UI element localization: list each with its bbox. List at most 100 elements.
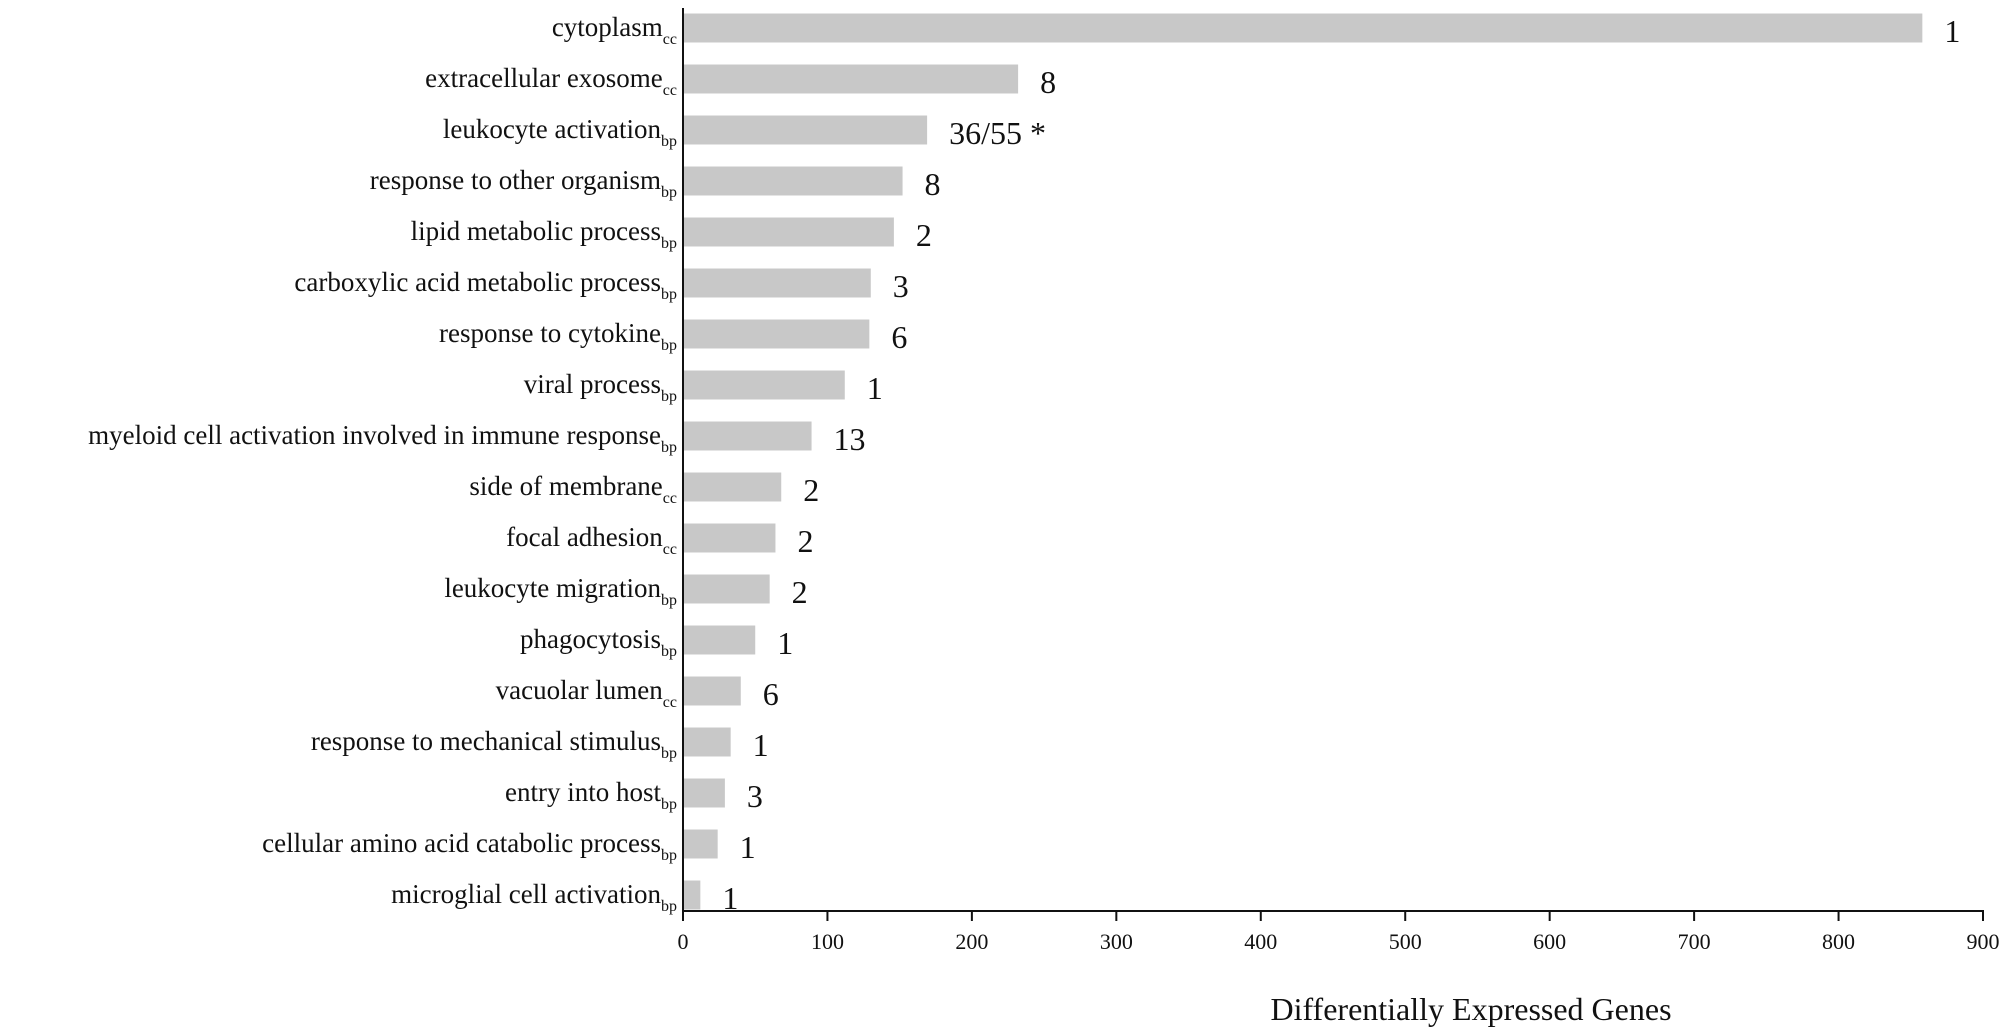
bar-12 [683, 625, 756, 655]
category-label: extracellular exosomecc [425, 63, 677, 99]
bar-15 [683, 778, 725, 808]
category-name: carboxylic acid metabolic process [294, 267, 661, 297]
category-name: lipid metabolic process [411, 216, 661, 246]
data-label-0: 1 [1944, 13, 1960, 49]
category-name: side of membrane [469, 471, 662, 501]
category-label: carboxylic acid metabolic processbp [294, 267, 677, 303]
category-label: entry into hostbp [505, 777, 677, 813]
category-subscript: bp [661, 745, 677, 762]
data-label-3: 8 [925, 166, 941, 202]
x-axis-title: Differentially Expressed Genes [1270, 991, 1671, 1027]
category-subscript: cc [663, 541, 677, 558]
category-subscript: bp [661, 643, 677, 660]
category-name: focal adhesion [506, 522, 663, 552]
category-label: cytoplasmcc [552, 12, 677, 48]
data-label-16: 1 [740, 829, 756, 865]
category-subscript: cc [663, 490, 677, 507]
category-name: viral process [524, 369, 661, 399]
bar-2 [683, 115, 928, 145]
data-label-6: 6 [891, 319, 907, 355]
data-label-7: 1 [867, 370, 883, 406]
category-subscript: cc [663, 82, 677, 99]
category-subscript: cc [663, 694, 677, 711]
category-name: entry into host [505, 777, 661, 807]
category-label: response to other organismbp [370, 165, 677, 201]
data-label-13: 6 [763, 676, 779, 712]
x-tick-label: 900 [1967, 929, 2000, 954]
category-subscript: bp [661, 388, 677, 405]
data-label-15: 3 [747, 778, 763, 814]
category-name: response to mechanical stimulus [311, 726, 661, 756]
category-subscript: bp [661, 439, 677, 456]
data-label-8: 13 [834, 421, 866, 457]
category-subscript: bp [661, 898, 677, 915]
category-name: cytoplasm [552, 12, 663, 42]
category-subscript: bp [661, 592, 677, 609]
data-label-10: 2 [797, 523, 813, 559]
category-subscript: bp [661, 337, 677, 354]
x-tick-label: 800 [1822, 929, 1855, 954]
bar-9 [683, 472, 782, 502]
category-name: cellular amino acid catabolic process [262, 828, 661, 858]
category-subscript: cc [663, 31, 677, 48]
x-tick-label: 300 [1100, 929, 1133, 954]
category-label: lipid metabolic processbp [411, 216, 677, 252]
category-name: microglial cell activation [391, 879, 661, 909]
category-subscript: bp [661, 133, 677, 150]
data-label-11: 2 [792, 574, 808, 610]
category-name: extracellular exosome [425, 63, 663, 93]
category-label: leukocyte migrationbp [444, 573, 677, 609]
bar-7 [683, 370, 845, 400]
bar-10 [683, 523, 776, 553]
data-label-2: 36/55 * [949, 115, 1046, 151]
x-tick-label: 700 [1678, 929, 1711, 954]
category-subscript: bp [661, 286, 677, 303]
data-label-12: 1 [777, 625, 793, 661]
data-label-4: 2 [916, 217, 932, 253]
category-name: response to cytokine [439, 318, 661, 348]
bar-17 [683, 880, 701, 910]
category-label: vacuolar lumencc [496, 675, 677, 711]
category-label: viral processbp [524, 369, 677, 405]
category-name: leukocyte migration [444, 573, 661, 603]
category-name: leukocyte activation [443, 114, 662, 144]
data-label-5: 3 [893, 268, 909, 304]
bars-layer [683, 13, 1923, 910]
category-label: response to mechanical stimulusbp [311, 726, 677, 762]
category-name: vacuolar lumen [496, 675, 664, 705]
category-label: phagocytosisbp [520, 624, 677, 660]
bar-6 [683, 319, 870, 349]
category-subscript: bp [661, 847, 677, 864]
x-tick-label: 600 [1533, 929, 1566, 954]
category-name: phagocytosis [520, 624, 661, 654]
category-subscript: bp [661, 184, 677, 201]
data-label-9: 2 [803, 472, 819, 508]
x-tick-label: 100 [811, 929, 844, 954]
category-label: side of membranecc [469, 471, 677, 507]
category-subscript: bp [661, 235, 677, 252]
x-tick-label: 200 [955, 929, 988, 954]
bar-4 [683, 217, 894, 247]
bar-13 [683, 676, 741, 706]
category-label: myeloid cell activation involved in immu… [88, 420, 677, 456]
x-tick-label: 400 [1244, 929, 1277, 954]
category-label: leukocyte activationbp [443, 114, 677, 150]
category-label: microglial cell activationbp [391, 879, 677, 915]
data-label-17: 1 [722, 880, 738, 916]
category-label: response to cytokinebp [439, 318, 677, 354]
category-name: response to other organism [370, 165, 661, 195]
bar-1 [683, 64, 1019, 94]
x-tick-label: 0 [678, 929, 689, 954]
bar-5 [683, 268, 871, 298]
bar-11 [683, 574, 770, 604]
bar-8 [683, 421, 812, 451]
x-tick-label: 500 [1389, 929, 1422, 954]
x-axis: 0 100 200 300 400 500 600 700 800 900 [678, 8, 2000, 954]
category-label: cellular amino acid catabolic processbp [262, 828, 677, 864]
bar-0 [683, 13, 1923, 43]
category-subscript: bp [661, 796, 677, 813]
category-name: myeloid cell activation involved in immu… [88, 420, 661, 450]
